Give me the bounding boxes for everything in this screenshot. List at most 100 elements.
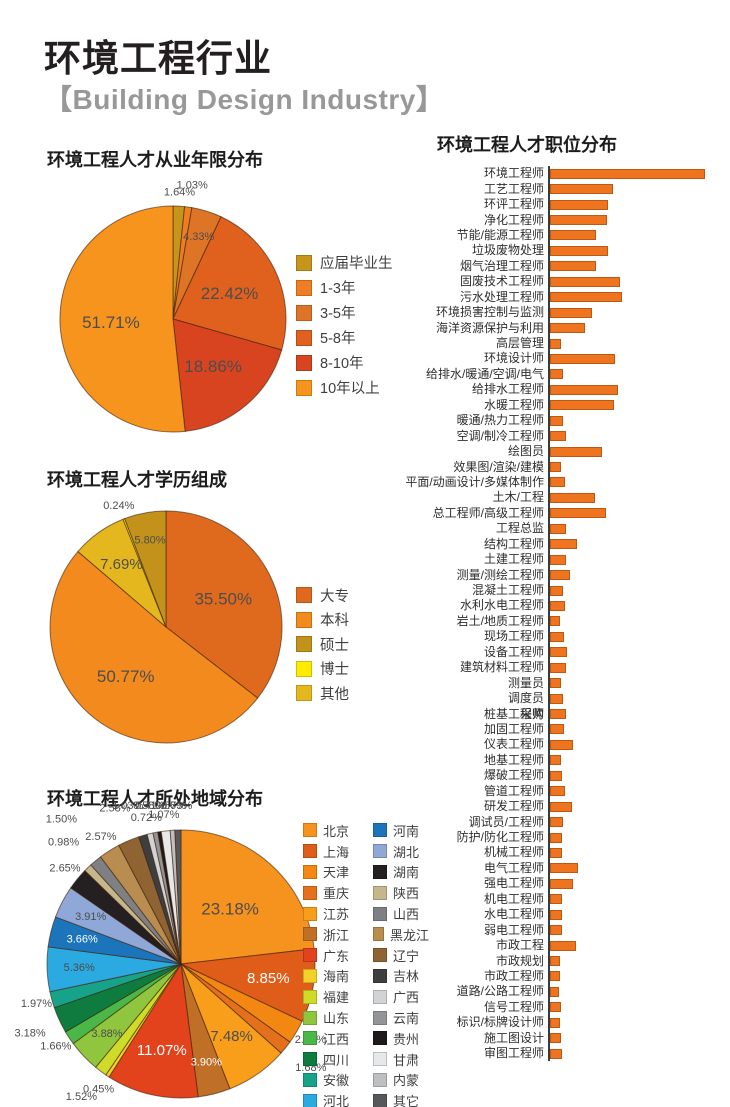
bar-row-label: 海洋资源保护与利用 xyxy=(435,320,544,335)
page-title: 环境工程行业 xyxy=(44,38,272,79)
bar xyxy=(550,261,596,272)
legend-item: 天津 xyxy=(303,862,359,883)
legend-swatch xyxy=(373,1031,387,1046)
bar-row-label: 绘图员 xyxy=(507,444,544,459)
bar-cell xyxy=(548,428,730,444)
legend-item: 内蒙 xyxy=(373,1070,429,1091)
bar-row-label: 暖通/热力工程师 xyxy=(456,413,544,428)
legend-label: 广东 xyxy=(323,948,350,964)
pie-slice-label: 0.98% xyxy=(48,837,79,849)
bar-row-label: 结构工程师 xyxy=(483,536,544,551)
bar xyxy=(550,184,613,195)
bar-cell xyxy=(548,582,730,599)
legend-swatch xyxy=(296,660,312,677)
legend-label: 四川 xyxy=(323,1052,350,1068)
page-subtitle: 【Building Design Industry】 xyxy=(44,84,445,115)
bar xyxy=(550,292,622,303)
bar-row-label: 水暖工程师 xyxy=(483,397,544,412)
bar-cell xyxy=(548,690,730,707)
bar xyxy=(550,307,592,318)
legend-label: 上海 xyxy=(323,844,350,860)
bar xyxy=(550,662,566,673)
bar-row: 岩土/地质工程师 xyxy=(393,613,730,630)
pie-slice-label: 0.58% xyxy=(133,800,164,812)
bar xyxy=(550,384,618,395)
bar-row: 空调/制冷工程师 xyxy=(393,428,730,444)
pie-slice-label: 3.90% xyxy=(191,1057,222,1069)
legend-item: 广东 xyxy=(303,945,359,966)
legend-label: 大专 xyxy=(320,588,349,605)
bar-cell xyxy=(548,196,730,213)
bar-row-label: 研发工程师 xyxy=(483,799,544,814)
bar xyxy=(550,894,562,905)
legend-label: 广西 xyxy=(393,990,420,1006)
pie-slice xyxy=(124,510,167,628)
legend-label: 海南 xyxy=(323,969,350,985)
pie-slice-label: 1.50% xyxy=(46,814,77,826)
bar-cell xyxy=(548,382,730,398)
bar-row-label: 审图工程师 xyxy=(483,1046,544,1061)
position-chart-title: 环境工程人才职位分布 xyxy=(437,135,617,155)
legend-swatch xyxy=(373,989,387,1004)
bar-cell xyxy=(548,891,730,907)
pie-slice-label: 18.86% xyxy=(184,357,242,376)
bar-row-label: 加固工程师 xyxy=(483,721,544,736)
bar-row-label: 烟气治理工程师 xyxy=(459,258,544,273)
legend-item: 陕西 xyxy=(373,882,429,903)
legend-item: 河南 xyxy=(373,820,429,841)
bar xyxy=(550,786,565,797)
bar-cell xyxy=(548,258,730,275)
legend-swatch xyxy=(303,885,317,900)
legend-item: 安徽 xyxy=(303,1070,359,1091)
bar xyxy=(550,863,578,874)
pie-slice-label: 0.24% xyxy=(103,500,134,512)
bar-row-label: 机械工程师 xyxy=(483,845,544,860)
pie-slice-label: 1.52% xyxy=(66,1091,97,1103)
legend-swatch xyxy=(296,254,312,271)
bar xyxy=(550,215,607,226)
pie-slice-label: 1.64% xyxy=(164,187,195,199)
bar-row-label: 机电工程师 xyxy=(483,891,544,906)
pie-slice-label: 3.91% xyxy=(75,911,106,923)
bar-cell xyxy=(548,629,730,645)
bar-row: 调试员/工程师 xyxy=(393,814,730,830)
pie-slice-label: 1.66% xyxy=(40,1041,71,1053)
bar-row: 审图工程师 xyxy=(393,1045,730,1062)
bar-row: 调度员 xyxy=(393,690,730,707)
bar xyxy=(550,446,602,457)
legend-item: 山东 xyxy=(303,1007,359,1028)
bar xyxy=(550,477,565,488)
bar-cell xyxy=(548,536,730,552)
legend-item: 云南 xyxy=(373,1007,429,1028)
bar-row-label: 污水处理工程师 xyxy=(459,289,544,304)
legend-swatch xyxy=(303,1052,317,1067)
pie-slice-label: 0.41% xyxy=(135,800,166,812)
bar-row: 烟气治理工程师 xyxy=(393,258,730,275)
bar-cell xyxy=(548,706,730,722)
bar xyxy=(550,600,565,611)
bar-row: 爆破工程师 xyxy=(393,768,730,784)
pie-slice-label: 1.97% xyxy=(21,998,52,1010)
bar-row-label: 混凝土工程师 xyxy=(471,583,544,598)
bar-row: 地基工程师 xyxy=(393,752,730,769)
legend-label: 河北 xyxy=(323,1094,350,1107)
legend-item: 广西 xyxy=(373,986,429,1007)
bar-row: 工程总监 xyxy=(393,521,730,537)
pie-slice xyxy=(49,550,259,744)
bar-cell xyxy=(548,366,730,383)
bar-row: 标识/标牌设计师 xyxy=(393,1015,730,1031)
bar-row: 平面/动画设计/多媒体制作 xyxy=(393,474,730,491)
bar-cell xyxy=(548,783,730,799)
bar-row: 环境工程师 xyxy=(393,166,730,182)
bar-row-label: 垃圾废物处理 xyxy=(471,243,544,258)
bar xyxy=(550,245,608,256)
bar-row: 建筑材料工程师 xyxy=(393,660,730,676)
bar-row: 设备工程师 xyxy=(393,644,730,660)
region-pie-legend: 北京 上海 天津 重庆 江苏 浙江 广东 海南 福建 山东 江西 四川 安徽 河北 河南 湖北 湖南 陕西 山西 黑龙… xyxy=(303,820,429,1107)
bar xyxy=(550,199,608,210)
bar-cell xyxy=(548,227,730,244)
pie-slice-label: 7.48% xyxy=(210,1028,253,1045)
bar-row-label: 给排水/暖通/空调/电气 xyxy=(425,366,544,381)
education-pie-chart: 35.50% 50.77% 7.69% 0.24% 5.80% xyxy=(49,500,283,744)
